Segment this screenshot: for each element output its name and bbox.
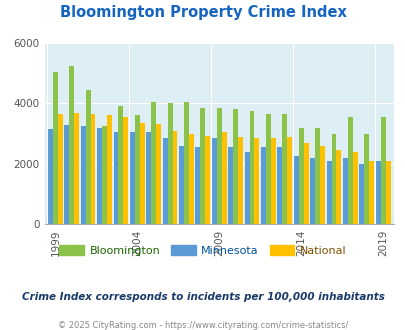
Bar (156, 124, 161, 224)
Bar (172, 131, 177, 224)
Text: Bloomington Property Crime Index: Bloomington Property Crime Index (60, 5, 345, 20)
Bar (319, 146, 324, 224)
Bar (260, 147, 265, 224)
Bar (179, 146, 183, 224)
Bar (375, 161, 380, 224)
Bar (358, 164, 363, 224)
Bar (277, 147, 281, 224)
Bar (139, 123, 144, 224)
Bar (205, 136, 210, 224)
Bar (162, 138, 167, 224)
Bar (303, 143, 308, 224)
Bar (287, 137, 292, 224)
Bar (74, 113, 79, 224)
Bar (134, 115, 139, 224)
Bar (270, 138, 275, 224)
Bar (368, 161, 373, 224)
Bar (58, 114, 62, 224)
Bar (97, 128, 102, 224)
Bar (331, 134, 336, 224)
Bar (385, 161, 390, 224)
Bar (298, 128, 303, 224)
Bar (293, 156, 298, 224)
Bar (130, 132, 134, 224)
Text: Crime Index corresponds to incidents per 100,000 inhabitants: Crime Index corresponds to incidents per… (21, 292, 384, 302)
Bar (216, 108, 221, 224)
Bar (363, 134, 368, 224)
Bar (102, 126, 107, 224)
Bar (107, 115, 112, 224)
Bar (64, 124, 69, 224)
Bar (237, 137, 243, 224)
Bar (211, 138, 216, 224)
Bar (347, 117, 352, 224)
Bar (151, 102, 156, 224)
Bar (265, 114, 270, 224)
Bar (232, 110, 237, 224)
Bar (336, 150, 341, 224)
Bar (281, 114, 287, 224)
Bar (90, 114, 95, 224)
Bar (85, 90, 90, 224)
Bar (254, 138, 259, 224)
Bar (123, 117, 128, 224)
Bar (342, 158, 347, 224)
Bar (146, 132, 151, 224)
Bar (167, 103, 172, 224)
Bar (380, 117, 385, 224)
Bar (188, 134, 193, 224)
Bar (244, 152, 249, 224)
Bar (314, 128, 319, 224)
Bar (309, 158, 314, 224)
Bar (118, 106, 123, 224)
Bar (48, 129, 53, 224)
Bar (183, 102, 188, 224)
Bar (195, 147, 200, 224)
Bar (113, 132, 118, 224)
Bar (81, 126, 85, 224)
Bar (326, 161, 331, 224)
Text: © 2025 CityRating.com - https://www.cityrating.com/crime-statistics/: © 2025 CityRating.com - https://www.city… (58, 321, 347, 330)
Bar (53, 72, 58, 224)
Bar (69, 66, 74, 224)
Bar (228, 147, 232, 224)
Bar (249, 111, 254, 224)
Legend: Bloomington, Minnesota, National: Bloomington, Minnesota, National (55, 241, 350, 260)
Bar (221, 132, 226, 224)
Bar (200, 108, 205, 224)
Bar (352, 152, 357, 224)
